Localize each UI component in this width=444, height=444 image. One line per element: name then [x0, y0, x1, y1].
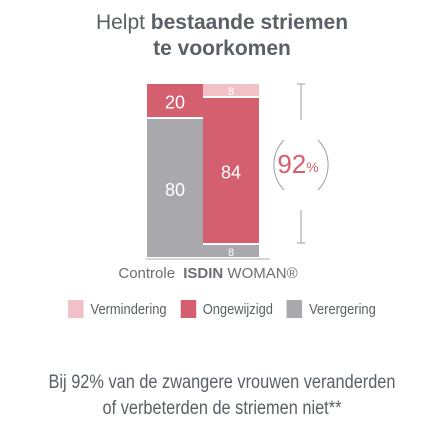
footnote-line-1: Bij 92% van de zwangere vrouwen verander…	[48, 372, 396, 393]
legend-label-verergering: Verergering	[309, 300, 376, 318]
legend-swatch-vermindering	[68, 300, 84, 318]
x-label-brand: ISDIN	[183, 265, 223, 282]
x-label-row: Controle ISDIN WOMAN®	[118, 265, 297, 282]
legend-swatch-verergering	[286, 300, 303, 318]
title-bold-2: te voorkomen	[153, 37, 291, 60]
footnote-line-2: of verbeterden de striemen niet**	[102, 398, 342, 419]
legend: Vermindering Ongewijzigd Verergering	[31, 300, 413, 318]
footnote: Bij 92% van de zwangere vrouwen verander…	[31, 370, 413, 422]
legend-item-verergering: Verergering	[286, 300, 376, 318]
chart-title: Helpt bestaande striemen te voorkomen	[0, 10, 444, 62]
legend-label-ongewijzigd: Ongewijzigd	[202, 300, 273, 318]
bar-label-verergering-1: 8	[228, 247, 234, 259]
bar-verergering-1	[203, 245, 259, 257]
bar-label-vermindering-1: 8	[228, 86, 234, 98]
bar-verergering-0	[147, 119, 203, 257]
bracket-arc-left	[273, 139, 285, 191]
bar-labels-group: 80 20 8 84 8	[165, 86, 241, 259]
highlight-value: 92%	[277, 149, 318, 179]
bracket-arc-right	[317, 139, 329, 191]
title-bold-1: bestaande striemen	[150, 11, 349, 34]
bar-label-ongewijzigd-0: 20	[165, 93, 185, 113]
legend-item-vermindering: Vermindering	[68, 300, 167, 318]
bars-group	[147, 84, 259, 257]
bar-ongewijzigd-1	[203, 98, 259, 243]
legend-swatch-ongewijzigd	[180, 300, 196, 318]
legend-item-ongewijzigd: Ongewijzigd	[180, 300, 273, 318]
highlight-unit: %	[306, 159, 318, 175]
x-label-control: Controle	[118, 265, 175, 282]
stacked-bar-chart: 80 20 8 84 8 92% Controle ISDIN WOMAN®	[118, 83, 329, 282]
x-label-brand-rest: WOMAN®	[223, 265, 297, 282]
bar-vermindering-1	[203, 84, 259, 96]
bar-label-ongewijzigd-1: 84	[221, 163, 241, 183]
title-plain: Helpt	[95, 11, 151, 34]
highlight-number: 92	[277, 149, 306, 179]
highlight-bracket: 92%	[273, 83, 329, 244]
bar-label-verergering-0: 80	[165, 180, 185, 200]
legend-label-vermindering: Vermindering	[90, 300, 167, 318]
bar-ongewijzigd-0	[147, 84, 203, 117]
